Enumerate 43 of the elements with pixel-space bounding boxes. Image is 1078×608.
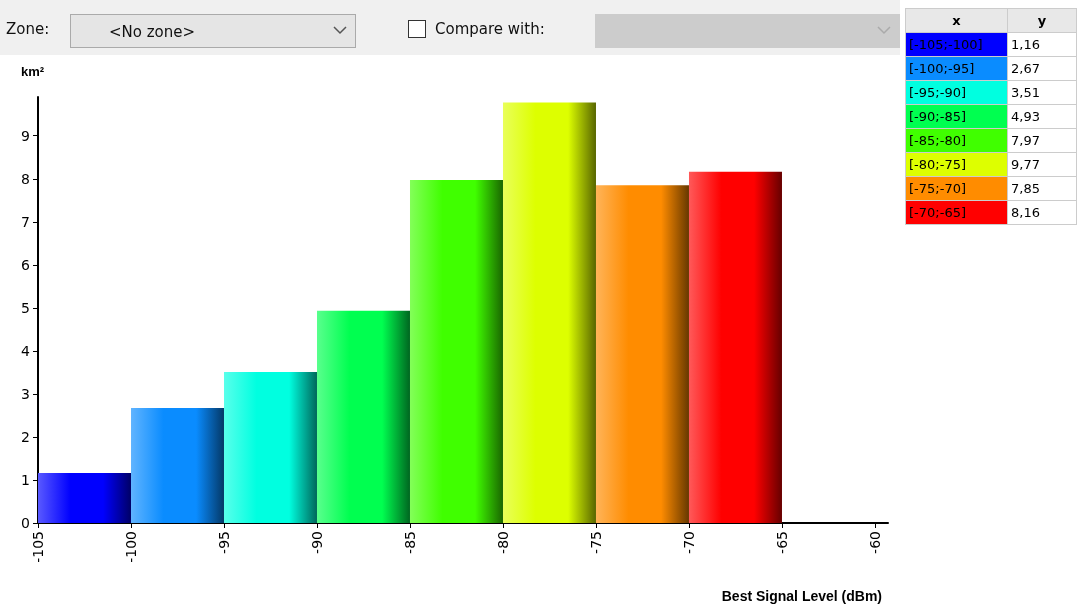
text: Compare with:	[435, 20, 545, 38]
y-axis-title: km²	[21, 64, 45, 79]
text: [-95;-90]	[905, 80, 1008, 105]
text: 4,93	[1007, 104, 1077, 129]
x-axis-title: Best Signal Level (dBm)	[721, 588, 883, 604]
text: 7,85	[1007, 176, 1077, 201]
text: [-70;-65]	[905, 200, 1008, 225]
text: [-85;-80]	[905, 128, 1008, 153]
text: [-75;-70]	[905, 176, 1008, 201]
text: 9,77	[1007, 152, 1077, 177]
y-tick-label: 1	[21, 471, 30, 488]
text: 7,97	[1007, 128, 1077, 153]
x-tick-label: -100	[123, 531, 139, 563]
x-tick-label: -105	[30, 531, 46, 563]
y-tick-label: 2	[21, 428, 30, 445]
text: x	[905, 8, 1008, 33]
text: [-105;-100]	[905, 32, 1008, 57]
y-tick-label: 9	[21, 127, 30, 144]
x-tick-label: -85	[401, 531, 418, 554]
x-tick-label: -60	[866, 531, 883, 554]
text: [-100;-95]	[905, 56, 1008, 81]
x-tick-label: -70	[680, 531, 697, 554]
x-tick-label: -80	[494, 531, 511, 554]
text: [-90;-85]	[905, 104, 1008, 129]
text: [-80;-75]	[905, 152, 1008, 177]
x-tick-label: -90	[308, 531, 325, 554]
y-tick-label: 3	[21, 385, 30, 402]
y-tick-label: 8	[21, 170, 30, 187]
y-tick-label: 5	[21, 299, 30, 316]
text: 3,51	[1007, 80, 1077, 105]
text: Zone:	[6, 20, 50, 38]
text: 8,16	[1007, 200, 1077, 225]
y-tick-label: 0	[21, 515, 30, 531]
text: <No zone>	[109, 23, 196, 41]
y-tick-label: 7	[21, 213, 30, 230]
y-tick-label: 4	[21, 342, 31, 359]
text: 1,16	[1007, 32, 1077, 57]
y-tick-label: 6	[21, 256, 31, 273]
text: 2,67	[1007, 56, 1077, 81]
text: y	[1007, 8, 1077, 33]
x-tick-label: -95	[216, 531, 232, 554]
x-tick-label: -65	[773, 531, 790, 554]
x-tick-label: -75	[587, 531, 604, 554]
